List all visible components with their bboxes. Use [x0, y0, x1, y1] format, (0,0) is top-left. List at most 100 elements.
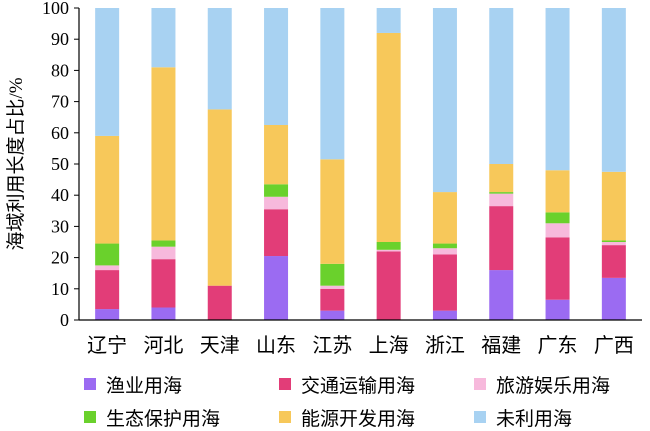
- bar-segment-3-5: [207, 109, 232, 286]
- x-tick-label-2: 河北: [143, 333, 183, 357]
- bar-segment-8-4: [489, 192, 514, 194]
- bar-segment-10-3: [601, 242, 626, 246]
- bar-segment-2-5: [151, 67, 176, 241]
- bar-segment-2-1: [151, 307, 176, 320]
- y-tick-label-2: 10: [51, 279, 69, 299]
- bar-segment-4-2: [264, 209, 289, 257]
- bar-segment-5-6: [320, 8, 345, 160]
- bar-segment-9-2: [545, 237, 570, 300]
- legend-label: 生态保护用海: [106, 407, 221, 430]
- bar-segment-7-1: [432, 310, 457, 320]
- bar-segment-8-3: [489, 193, 514, 207]
- bar-segment-4-3: [264, 196, 289, 210]
- bar-segment-4-6: [264, 8, 289, 125]
- bar-segment-5-1: [320, 310, 345, 320]
- y-tick-label-3: 20: [51, 248, 69, 268]
- bar-segment-1-4: [95, 243, 120, 266]
- bar-segment-6-2: [376, 251, 401, 320]
- bar-segment-1-1: [95, 309, 120, 320]
- x-tick-label-7: 浙江: [425, 333, 465, 357]
- bar-segment-5-5: [320, 159, 345, 264]
- bar-segment-6-5: [376, 32, 401, 243]
- legend-label: 渔业用海: [106, 374, 183, 397]
- y-ticks-group: 0 10 20 30 40 50 60 70 80 90 100: [42, 0, 79, 330]
- legend-swatch: [84, 411, 96, 423]
- bar-segment-10-2: [601, 245, 626, 278]
- bar-segment-1-2: [95, 270, 120, 310]
- bar-segment-4-1: [264, 256, 289, 320]
- y-axis-label: 海域利用长度占比/%: [5, 77, 27, 250]
- y-tick-label-11: 100: [42, 0, 69, 18]
- bar-segment-2-3: [151, 246, 176, 260]
- y-tick-label-8: 70: [51, 92, 69, 112]
- x-tick-label-6: 上海: [369, 333, 409, 357]
- bar-segment-9-5: [545, 170, 570, 213]
- x-tick-label-1: 辽宁: [87, 333, 127, 357]
- y-tick-label-5: 40: [51, 185, 69, 205]
- bar-segment-9-4: [545, 212, 570, 224]
- legend-swatch: [474, 411, 486, 423]
- y-tick-label-1: 0: [60, 310, 69, 330]
- y-tick-label-9: 80: [51, 60, 69, 80]
- y-tick-label-6: 50: [51, 154, 69, 174]
- y-tick-label-7: 60: [51, 123, 69, 143]
- bar-segment-10-6: [601, 8, 626, 172]
- bar-segment-10-5: [601, 171, 626, 241]
- bar-segment-6-3: [376, 249, 401, 252]
- bar-segment-10-4: [601, 240, 626, 242]
- bar-segment-7-6: [432, 8, 457, 193]
- y-tick-label-4: 30: [51, 216, 69, 236]
- legend-item-3: 旅游娱乐用海: [474, 372, 611, 397]
- bar-segment-4-5: [264, 125, 289, 185]
- bar-segment-2-2: [151, 259, 176, 308]
- bar-segment-6-6: [376, 8, 401, 33]
- legend-label: 旅游娱乐用海: [496, 374, 611, 397]
- x-ticks-group: 辽宁 河北 天津 山东 江苏 上海 浙江 福建 广东 广西: [87, 333, 634, 357]
- bar-segment-6-4: [376, 242, 401, 250]
- bar-segment-8-6: [489, 8, 514, 164]
- bar-segment-2-4: [151, 240, 176, 247]
- bar-segment-10-1: [601, 277, 626, 320]
- legend-item-1: 渔业用海: [84, 372, 183, 397]
- legend-swatch: [279, 378, 291, 390]
- legend-swatch: [279, 411, 291, 423]
- bar-segment-3-6: [207, 8, 232, 110]
- bar-segment-5-3: [320, 285, 345, 289]
- bar-segment-9-6: [545, 8, 570, 171]
- bar-segment-7-5: [432, 192, 457, 244]
- legend-label: 能源开发用海: [301, 407, 416, 430]
- bar-segment-7-2: [432, 254, 457, 311]
- legend-item-5: 能源开发用海: [279, 405, 416, 430]
- bar-segment-8-2: [489, 206, 514, 271]
- legend-item-6: 未利用海: [474, 405, 573, 430]
- legend-swatch: [474, 378, 486, 390]
- legend-item-4: 生态保护用海: [84, 405, 221, 430]
- x-tick-label-5: 江苏: [312, 333, 352, 357]
- x-tick-label-3: 天津: [200, 333, 240, 357]
- x-tick-label-4: 山东: [256, 333, 296, 357]
- bar-segment-9-1: [545, 299, 570, 320]
- bars-group: [95, 8, 626, 320]
- x-tick-label-10: 广西: [594, 333, 634, 357]
- legend-label: 交通运输用海: [301, 374, 416, 397]
- bar-segment-5-2: [320, 288, 345, 311]
- bar-segment-4-4: [264, 184, 289, 197]
- bar-segment-7-4: [432, 243, 457, 249]
- bar-segment-1-5: [95, 135, 120, 244]
- bar-segment-9-3: [545, 223, 570, 238]
- bar-segment-7-3: [432, 248, 457, 255]
- bar-segment-8-5: [489, 164, 514, 193]
- legend-swatch: [84, 378, 96, 390]
- bar-segment-8-1: [489, 270, 514, 320]
- bar-segment-1-3: [95, 265, 120, 271]
- legend-label: 未利用海: [496, 407, 573, 430]
- bar-segment-5-4: [320, 263, 345, 286]
- bar-segment-3-2: [207, 285, 232, 320]
- bar-segment-2-6: [151, 8, 176, 68]
- legend-item-2: 交通运输用海: [279, 372, 416, 397]
- bar-segment-1-6: [95, 8, 120, 136]
- y-tick-label-10: 90: [51, 29, 69, 49]
- x-tick-label-8: 福建: [481, 333, 521, 357]
- x-tick-label-9: 广东: [538, 333, 578, 357]
